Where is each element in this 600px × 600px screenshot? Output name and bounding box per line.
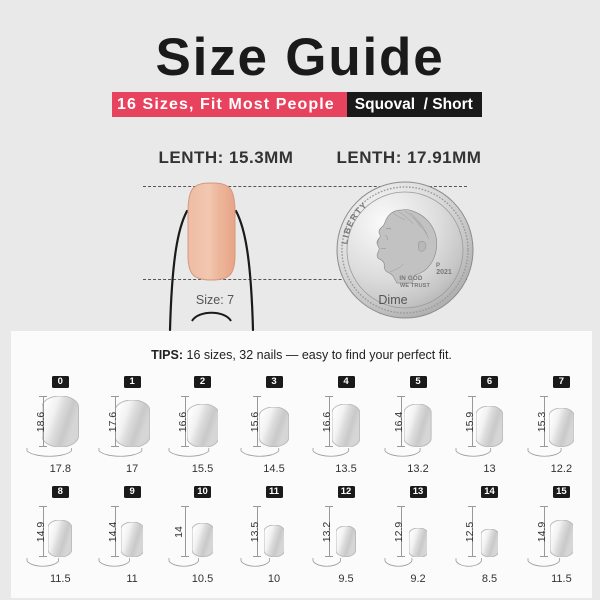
svg-text:P: P: [436, 263, 440, 269]
svg-text:WE TRUST: WE TRUST: [400, 283, 430, 289]
svg-text:IN GOD: IN GOD: [399, 275, 423, 282]
svg-text:2021: 2021: [436, 269, 452, 276]
